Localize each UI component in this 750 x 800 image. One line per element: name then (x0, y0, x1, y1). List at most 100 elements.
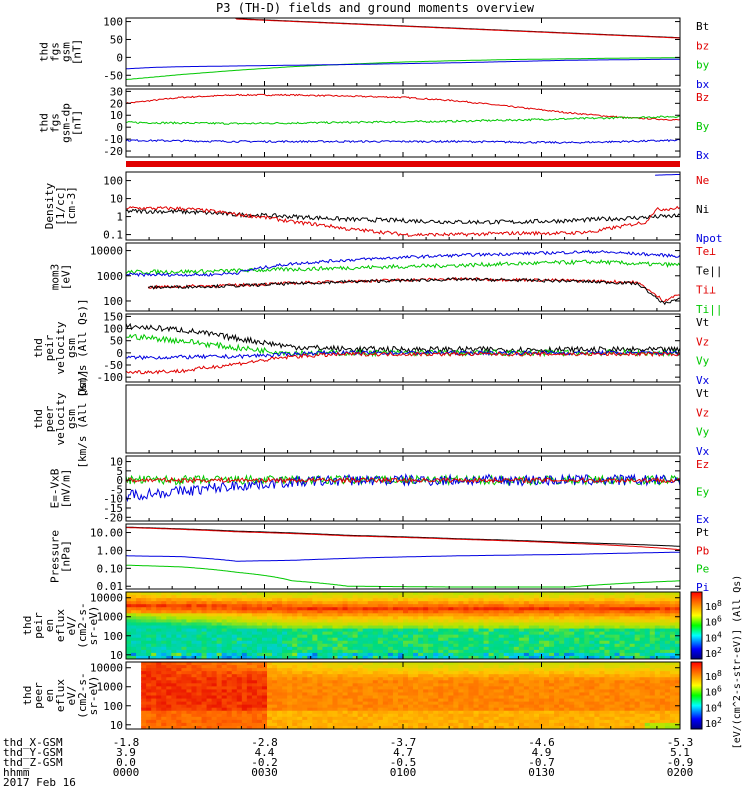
spectrogram-cell (251, 637, 258, 642)
spectrogram-cell (392, 655, 399, 659)
spectrogram-cell (267, 595, 273, 599)
spectrogram-cell (443, 689, 449, 694)
spectrogram-cell (619, 601, 626, 605)
spectrogram-cell (664, 631, 671, 636)
spectrogram-cell (196, 695, 203, 700)
spectrogram-cell (272, 595, 278, 599)
spectrogram-cell (433, 665, 439, 669)
spectrogram-cell (151, 616, 157, 621)
spectrogram-cell (599, 637, 606, 642)
y-tick-label: 20 (110, 97, 123, 110)
spectrogram-cell (191, 625, 198, 630)
spectrogram-cell (579, 719, 585, 724)
spectrogram-cell (216, 655, 223, 659)
spectrogram-cell (317, 725, 324, 729)
spectrogram-cell (206, 683, 213, 687)
spectrogram-cell (428, 695, 434, 700)
spectrogram-cell (156, 701, 162, 706)
spectrogram-cell (428, 631, 434, 636)
spectrogram-cell (332, 710, 339, 715)
spectrogram-cell (448, 607, 454, 611)
spectrogram-cell (312, 707, 318, 712)
spectrogram-cell (236, 646, 243, 651)
spectrogram-cell (241, 686, 248, 691)
spectrogram-cell (136, 595, 142, 599)
spectrogram-cell (659, 601, 666, 605)
spectrogram-cell (418, 637, 424, 642)
spectrogram-cell (418, 716, 424, 721)
spectrogram-cell (423, 680, 429, 684)
spectrogram-cell (508, 625, 515, 630)
spectrogram-cell (287, 677, 293, 681)
spectrogram-cell (574, 604, 580, 608)
spectrogram-cell (166, 665, 172, 669)
spectrogram-cell (624, 622, 631, 627)
spectrogram-cell (241, 646, 248, 651)
spectrogram-cell (362, 652, 369, 657)
spectrogram-cell (151, 665, 157, 669)
spectrogram-cell (503, 592, 510, 596)
spectrogram-cell (619, 640, 626, 645)
spectrogram-cell (352, 701, 359, 706)
spectrogram-cell (256, 716, 263, 721)
y-axis-label: en (43, 619, 56, 632)
spectrogram-cell (161, 671, 167, 675)
spectrogram-cell (518, 625, 525, 630)
spectrogram-cell (639, 674, 646, 678)
spectrogram-cell (292, 592, 298, 596)
spectrogram-cell (559, 634, 565, 639)
spectrogram-cell (196, 719, 203, 724)
spectrogram-cell (423, 662, 429, 666)
spectrogram-cell (236, 716, 243, 721)
spectrogram-cell (508, 716, 515, 721)
spectrogram-cell (619, 719, 626, 724)
spectrogram-cell (337, 610, 344, 614)
spectrogram-cell (528, 613, 535, 617)
spectrogram-cell (317, 622, 324, 627)
spectrogram-cell (317, 649, 324, 654)
spectrogram-cell (387, 686, 394, 691)
spectrogram-cell (554, 698, 560, 703)
spectrogram-cell (196, 640, 203, 645)
spectrogram-cell (186, 640, 193, 645)
spectrogram-cell (332, 671, 339, 675)
spectrogram-cell (282, 719, 288, 724)
spectrogram-cell (352, 592, 359, 596)
spectrogram-cell (186, 722, 193, 727)
spectrogram-cell (166, 640, 172, 645)
spectrogram-cell (236, 613, 243, 617)
spectrogram-cell (649, 719, 656, 724)
spectrogram-cell (554, 640, 560, 645)
spectrogram-cell (191, 595, 198, 599)
spectrogram-cell (584, 683, 590, 687)
spectrogram-cell (418, 592, 424, 596)
spectrogram-cell (392, 662, 399, 666)
spectrogram-cell (332, 640, 339, 645)
spectrogram-cell (559, 652, 565, 657)
y-tick-label: -20 (103, 145, 123, 158)
spectrogram-cell (292, 649, 298, 654)
spectrogram-cell (674, 613, 680, 617)
spectrogram-cell (161, 692, 167, 697)
spectrogram-cell (458, 698, 465, 703)
spectrogram-cell (584, 592, 590, 596)
spectrogram-cell (146, 637, 152, 642)
spectrogram-cell (629, 640, 636, 645)
spectrogram-cell (483, 701, 490, 706)
spectrogram-cell (201, 640, 208, 645)
spectrogram-cell (261, 701, 268, 706)
spectrogram-cell (503, 662, 510, 666)
spectrogram-cell (488, 695, 495, 700)
spectrogram-cell (201, 622, 208, 627)
spectrogram-cell (513, 637, 520, 642)
spectrogram-cell (392, 595, 399, 599)
spectrogram-cell (609, 704, 616, 709)
spectrogram-cell (141, 646, 147, 651)
spectrogram-cell (674, 649, 680, 654)
spectrogram-cell (196, 622, 203, 627)
y-axis-label: eV/ (65, 616, 78, 636)
spectrogram-cell (397, 707, 404, 712)
spectrogram-cell (594, 631, 601, 636)
spectrogram-cell (362, 643, 369, 648)
spectrogram-cell (604, 622, 611, 627)
